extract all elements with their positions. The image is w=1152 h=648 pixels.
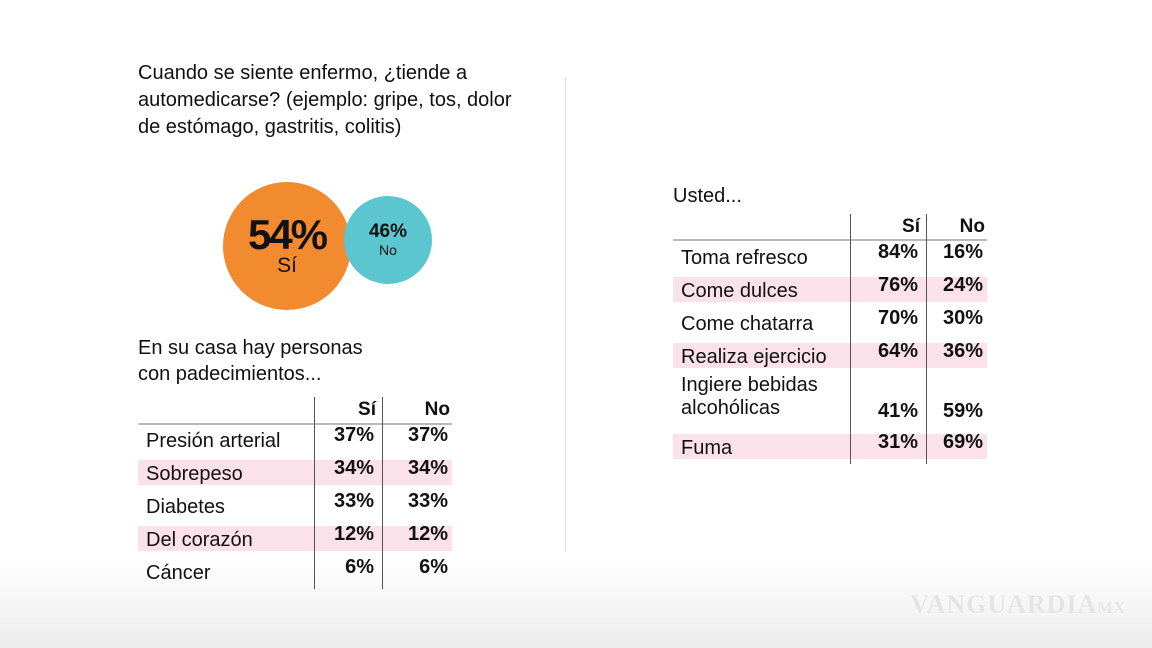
habits-table: Sí No Toma refresco 84% 16% Come dulces 76% 24%…	[673, 214, 987, 464]
row-label: Come chatarra	[681, 313, 814, 335]
value-si: 33%	[333, 490, 374, 512]
value-si: 37%	[333, 424, 374, 446]
value-no: 12%	[407, 523, 448, 545]
table-row: Ingiere bebidas alcohólicas 41% 59%	[673, 374, 987, 428]
value-si: 76%	[877, 274, 918, 296]
value-si: 34%	[333, 457, 374, 479]
watermark-logo: VANGUARDIAMX	[910, 590, 1126, 619]
bubble-no-label: No	[379, 242, 397, 258]
value-si: 64%	[877, 340, 918, 362]
header-si: Sí	[358, 399, 376, 420]
row-label: Toma refresco	[681, 247, 808, 269]
row-label: Presión arterial	[146, 430, 281, 452]
column-divider	[314, 397, 315, 589]
bubble-si-value: 54%	[247, 211, 328, 258]
header-no: No	[424, 399, 450, 420]
bubble-si: 54% Sí	[223, 182, 351, 310]
header-line	[673, 239, 987, 241]
row-label: Sobrepeso	[146, 463, 243, 485]
table-row: Cáncer 6% 6%	[138, 556, 452, 584]
bubble-no-value: 46%	[368, 221, 408, 242]
header-no: No	[959, 216, 985, 237]
value-no: 24%	[942, 274, 983, 296]
row-label: Cáncer	[146, 562, 211, 584]
column-divider	[382, 397, 383, 589]
value-no: 36%	[942, 340, 983, 362]
value-si: 84%	[877, 241, 918, 263]
value-no: 34%	[407, 457, 448, 479]
value-no: 30%	[942, 307, 983, 329]
column-divider	[926, 214, 927, 464]
table-row: Toma refresco 84% 16%	[673, 241, 987, 269]
row-label: Fuma	[681, 437, 733, 459]
value-si: 12%	[333, 523, 374, 545]
row-label: Ingiere bebidas alcohólicas	[681, 374, 818, 419]
table-row: Del corazón 12% 12%	[138, 523, 452, 551]
header-line	[138, 423, 452, 425]
table-row: Come chatarra 70% 30%	[673, 307, 987, 335]
divider	[565, 78, 566, 552]
table-row: Realiza ejercicio 64% 36%	[673, 340, 987, 368]
table-row: Fuma 31% 69%	[673, 431, 987, 459]
table-row: Diabetes 33% 33%	[138, 490, 452, 518]
row-label: Come dulces	[681, 280, 798, 302]
value-si: 70%	[877, 307, 918, 329]
table-row: Sobrepeso 34% 34%	[138, 457, 452, 485]
row-label: Realiza ejercicio	[681, 346, 827, 368]
row-label: Diabetes	[146, 496, 225, 518]
bubble-si-label: Sí	[277, 254, 297, 277]
value-si: 6%	[345, 556, 374, 578]
value-no: 37%	[407, 424, 448, 446]
table-row: Come dulces 76% 24%	[673, 274, 987, 302]
header-si: Sí	[902, 216, 920, 237]
value-no: 6%	[419, 556, 448, 578]
value-no: 69%	[942, 431, 983, 453]
value-no: 33%	[407, 490, 448, 512]
bubble-no: 46% No	[344, 196, 432, 284]
column-divider	[850, 214, 851, 464]
table-row: Presión arterial 37% 37%	[138, 424, 452, 452]
habits-subtitle: Usted...	[673, 185, 742, 207]
question-title: Cuando se siente enfermo, ¿tiende a auto…	[138, 62, 512, 138]
value-si: 41%	[877, 400, 918, 422]
value-si: 31%	[877, 431, 918, 453]
household-subtitle: En su casa hay personas con padecimiento…	[138, 337, 363, 385]
value-no: 59%	[942, 400, 983, 422]
value-no: 16%	[942, 241, 983, 263]
household-table: Sí No Presión arterial 37% 37% Sobrepeso 34% 34…	[138, 397, 452, 589]
row-label: Del corazón	[146, 529, 253, 551]
